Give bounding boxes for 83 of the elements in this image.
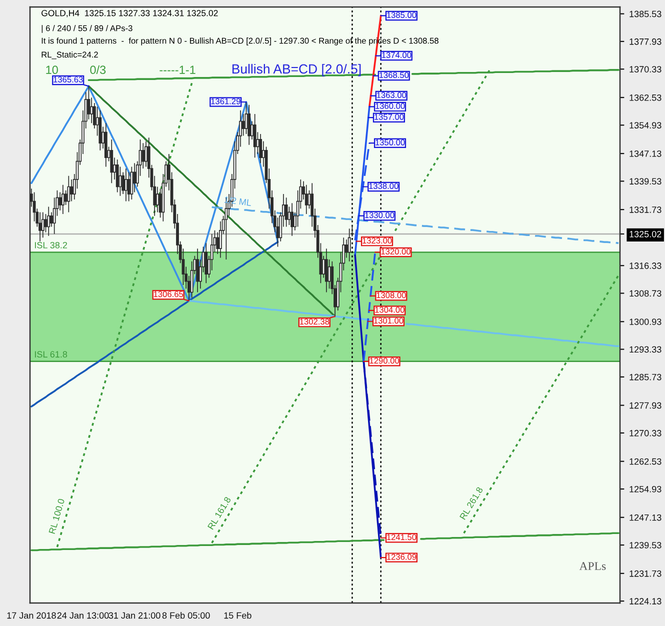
y-tick-label: 1293.33 [630,346,662,353]
y-tick-label: 1231.73 [630,570,662,577]
annotation: 1357.00 [374,114,404,120]
y-tick-label: 1239.53 [630,542,662,548]
candlestick [290,202,294,236]
candlestick [67,175,70,213]
candlestick [204,242,208,284]
x-tick-label: 31 Jan 21:00 [108,612,160,619]
candlestick [284,197,288,228]
x-tick-label: 17 Jan 2018 [7,612,56,619]
annotation: 1365.63 [54,76,83,82]
ref-line-label: ISL 61.8 [35,351,68,358]
candlestick [38,212,42,242]
annotation: APLs [579,562,606,570]
annotation: 10 [46,66,58,74]
text: 1/2 ML [224,196,252,206]
candlestick [47,206,50,236]
annotation: 0/3 [90,65,106,74]
candlestick [348,228,351,262]
x-tick-label: 8 Feb 05:00 [162,612,210,619]
y-tick-label: 1354.93 [630,122,662,129]
annotation: 1363.00 [376,92,406,98]
candlestick [124,168,128,202]
annotation: 1385.00 [387,12,416,18]
line-series [210,206,620,244]
candlestick [196,248,199,293]
annotation: Bullish AB=CD [2.0/.5] [232,64,361,76]
annotation: 1330.00 [365,212,394,218]
annotation: 1241.50 [387,534,416,540]
chart-title: GOLD,H4 1325.15 1327.33 1324.31 1325.02 [42,10,218,18]
y-tick-label: 1285.73 [630,374,662,380]
y-tick-label: 1247.13 [630,514,662,521]
annotation: -----1-1 [160,66,196,74]
y-tick-label: 1362.53 [630,94,662,101]
candlestick [253,114,256,158]
annotation: 1350.00 [376,139,405,146]
y-tick-label: 1300.93 [630,318,662,325]
annotation: 1338.00 [369,183,398,189]
x-tick-label: 15 Feb [224,612,252,619]
candlestick [98,110,102,151]
y-tick-label: 1262.53 [630,458,662,465]
candlestick [304,184,308,214]
annotation: 1320.00 [381,248,410,254]
x-tick-label: 24 Jan 13:00 [57,612,109,619]
annotation: 1368.50 [379,72,409,78]
y-tick-label: 1347.13 [630,150,662,157]
annotation: 1306.65 [154,291,184,298]
line-series [88,85,336,318]
candlestick [248,104,251,146]
candlestick [116,159,119,193]
annotation: 1302.38 [300,318,330,325]
text: RL 100.0 [48,498,65,534]
candlestick [110,139,114,184]
candlestick [41,212,44,238]
annotation: 1323.00 [362,238,392,244]
annotation: 1374.00 [382,52,412,58]
y-tick-label: 1270.33 [630,430,662,436]
y-tick-label: 1331.73 [630,206,662,213]
annotation: 1236.09 [387,554,416,560]
candlestick [324,248,328,293]
y-tick-label: 1377.93 [630,38,662,45]
annotation: 1290.00 [370,358,400,364]
candlestick [130,166,134,200]
y-tick-label: 1370.33 [630,66,662,72]
text: | 6 / 240 / 55 / 89 / APs-3 [42,25,132,33]
annotation: 1304.00 [375,306,404,313]
annotation: 1361.29 [211,98,240,104]
y-tick-label: 1277.93 [630,402,662,409]
y-tick-label: 1224.13 [630,598,662,604]
y-tick-label: 1325.02 [630,230,662,238]
y-tick-label: 1339.53 [630,178,662,185]
annotation: 1308.00 [376,292,406,298]
candlestick [104,122,108,168]
annotation: 1360.00 [376,103,405,109]
y-tick-label: 1308.73 [630,290,662,297]
line-series [30,241,279,408]
annotation: RL_Static=24.2 [42,51,98,60]
y-tick-label: 1254.93 [630,486,662,492]
y-tick-label: 1316.33 [630,262,662,269]
candlestick [61,184,64,214]
ref-line-label: ISL 38.2 [35,242,68,248]
y-tick-label: 1385.53 [630,10,662,18]
annotation: 1301.00 [374,318,404,324]
